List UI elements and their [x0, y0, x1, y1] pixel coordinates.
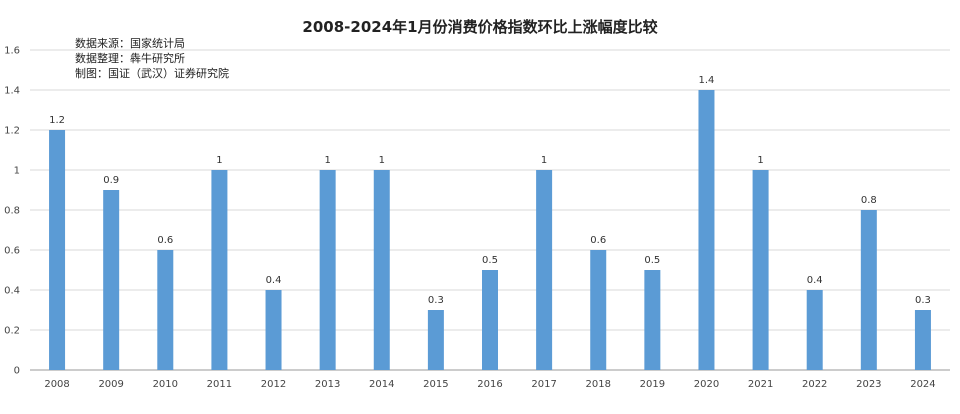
data-label: 0.5 — [482, 255, 498, 266]
data-label: 0.6 — [590, 235, 606, 246]
bar-2017 — [536, 170, 553, 370]
data-label: 0.3 — [915, 295, 931, 306]
bar-2021 — [752, 170, 769, 370]
bar-2008 — [49, 130, 66, 370]
bars — [49, 90, 931, 370]
y-tick-label: 0 — [14, 366, 20, 377]
data-label: 0.4 — [266, 275, 282, 286]
x-tick-label: 2010 — [153, 379, 178, 390]
x-tick-label: 2024 — [910, 379, 935, 390]
x-tick-label: 2009 — [98, 379, 123, 390]
y-tick-label: 1.6 — [4, 46, 20, 57]
data-label: 1 — [216, 155, 222, 166]
bar-2020 — [698, 90, 715, 370]
y-tick-label: 0.2 — [4, 326, 20, 337]
annotation-block: 数据来源：国家统计局 数据整理：犇牛研究所 制图：国证（武汉）证券研究院 — [75, 36, 229, 80]
y-tick-label: 0.8 — [4, 206, 20, 217]
bar-2015 — [427, 310, 444, 370]
y-tick-label: 1.4 — [4, 86, 20, 97]
x-tick-label: 2020 — [694, 379, 719, 390]
chart-title: 2008-2024年1月份消费价格指数环比上涨幅度比较 — [302, 18, 657, 36]
bar-2023 — [860, 210, 877, 370]
x-tick-label: 2015 — [423, 379, 448, 390]
bar-2016 — [482, 270, 498, 370]
data-label: 1.2 — [49, 115, 65, 126]
bar-2018 — [590, 250, 607, 370]
bar-2024 — [914, 310, 931, 370]
bar-2022 — [806, 290, 823, 370]
data-label: 1 — [379, 155, 385, 166]
gridlines — [30, 49, 950, 371]
bar-2009 — [103, 190, 120, 370]
x-tick-label: 2023 — [856, 379, 881, 390]
x-tick-label: 2016 — [477, 379, 502, 390]
x-tick-label: 2014 — [369, 379, 394, 390]
annotation-author: 制图：国证（武汉）证券研究院 — [75, 66, 229, 80]
x-tick-label: 2012 — [261, 379, 286, 390]
data-label: 0.8 — [861, 195, 877, 206]
data-label: 0.3 — [428, 295, 444, 306]
bar-2013 — [319, 170, 336, 370]
y-tick-label: 1.2 — [4, 126, 20, 137]
data-label: 0.4 — [807, 275, 823, 286]
y-tick-label: 0.6 — [4, 246, 20, 257]
x-tick-label: 2022 — [802, 379, 827, 390]
bar-2012 — [265, 290, 282, 370]
data-label: 0.9 — [103, 175, 119, 186]
annotation-compiler: 数据整理：犇牛研究所 — [75, 51, 185, 65]
bar-2014 — [373, 170, 390, 370]
annotation-source: 数据来源：国家统计局 — [75, 36, 185, 50]
x-tick-label: 2019 — [640, 379, 665, 390]
x-tick-label: 2017 — [531, 379, 556, 390]
data-label: 1.4 — [699, 75, 715, 86]
bar-2010 — [157, 250, 174, 370]
data-label: 1 — [324, 155, 330, 166]
x-tick-label: 2008 — [44, 379, 69, 390]
y-tick-label: 0.4 — [4, 286, 20, 297]
data-label: 0.6 — [157, 235, 173, 246]
x-axis-ticks: 2008 2009 2010 2011 2012 2013 2014 2015 2016 2017… — [44, 379, 935, 390]
y-tick-label: 1 — [14, 166, 20, 177]
data-label: 0.5 — [644, 255, 660, 266]
x-tick-label: 2011 — [207, 379, 232, 390]
x-tick-label: 2021 — [748, 379, 773, 390]
bar-2019 — [644, 270, 661, 370]
data-label: 1 — [541, 155, 547, 166]
data-label: 1 — [757, 155, 763, 166]
bar-2011 — [211, 170, 228, 370]
y-axis-ticks: 0 0.2 0.4 0.6 0.8 1 1.2 1.4 1.6 — [4, 46, 20, 377]
x-tick-label: 2018 — [586, 379, 611, 390]
data-labels: 1.2 0.9 0.6 1 0.4 1 1 0.3 0.5 1 0.6 0.5 1.4 1 0.4 0.8 0.… — [49, 75, 931, 306]
x-tick-label: 2013 — [315, 379, 340, 390]
